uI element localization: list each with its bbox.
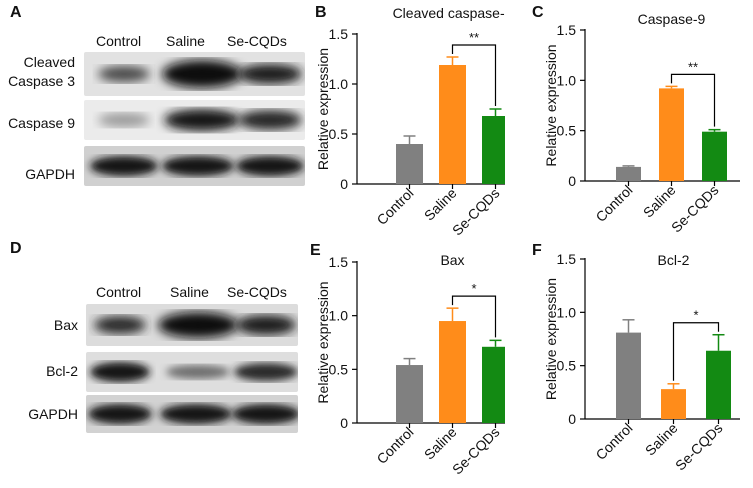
chart-title: Bax — [440, 252, 464, 268]
significance-label: ** — [688, 59, 698, 74]
lane-label-control-d: Control — [96, 284, 142, 300]
panel-letter-b: B — [315, 4, 327, 21]
bar-chart-c: Caspase-9 Relative expression 0 0.5 1.0 1.5 Co… — [543, 11, 740, 236]
y-tick-label: 0 — [340, 176, 348, 192]
lane-label-control: Control — [96, 33, 142, 49]
blot-label-bcl-2: Bcl-2 — [46, 363, 78, 379]
lane-label-se-cqds-d: Se-CQDs — [227, 284, 287, 300]
blot-band-row-bax — [86, 304, 298, 346]
bar-se-cqds — [482, 116, 505, 184]
bar-control — [616, 332, 641, 419]
x-tick-label-se-cqds: Se-CQDs — [672, 420, 726, 474]
significance-bracket — [672, 322, 720, 381]
bar-control — [616, 166, 641, 181]
x-tick-label-saline: Saline — [640, 182, 679, 221]
significance-bracket — [451, 295, 497, 338]
chart-title: Caspase-9 — [638, 11, 706, 27]
x-tick-label-control: Control — [592, 182, 635, 225]
y-tick-label: 1.5 — [329, 26, 349, 42]
lane-label-saline: Saline — [166, 33, 205, 49]
y-tick-label: 1.0 — [329, 308, 349, 324]
y-tick-label: 0.5 — [557, 358, 577, 374]
y-tick-label: 0 — [340, 415, 348, 431]
blot-label-cleaved-caspase-3: Cleaved Caspase 3 — [8, 54, 75, 89]
chart-title: Bcl-2 — [658, 252, 690, 268]
y-tick-label: 1.5 — [329, 254, 349, 270]
blot-band-row-cleaved-caspase-3 — [84, 52, 305, 96]
blot-band-row-gapdh-bottom — [86, 395, 298, 433]
y-tick-label: 0.5 — [329, 126, 349, 142]
y-axis-label: Relative expression — [543, 44, 559, 166]
bar-control — [396, 144, 423, 184]
panel-letter-a: A — [10, 4, 22, 21]
blot-label-bax: Bax — [53, 317, 78, 333]
x-tick-label-control: Control — [373, 185, 416, 228]
significance-label: ** — [469, 30, 479, 45]
blot-label-gapdh-top: GAPDH — [25, 166, 75, 182]
significance-label: * — [471, 281, 476, 296]
panel-letter-f: F — [532, 242, 542, 259]
x-tick-label-se-cqds: Se-CQDs — [449, 424, 503, 478]
x-tick-label-saline: Saline — [421, 185, 460, 224]
y-tick-label: 0 — [568, 411, 576, 427]
y-axis-label: Relative expression — [543, 278, 559, 400]
x-tick-label-se-cqds: Se-CQDs — [449, 185, 503, 239]
bar-chart-f: Bcl-2 Relative expression 0 0.5 1.0 1.5 Contro… — [543, 251, 740, 474]
y-tick-label: 1.0 — [557, 304, 577, 320]
significance-bracket — [451, 44, 497, 106]
x-tick-label-saline: Saline — [642, 420, 681, 459]
x-tick-label-se-cqds: Se-CQDs — [668, 182, 722, 236]
y-tick-label: 0.5 — [557, 123, 577, 139]
y-tick-label: 1.5 — [557, 22, 577, 38]
blot-band-row-gapdh-top — [84, 146, 305, 186]
bar-saline — [439, 65, 466, 184]
y-tick-label: 0.5 — [329, 361, 349, 377]
chart-title: Cleaved caspase-3 — [393, 5, 505, 21]
y-tick-label: 1.5 — [557, 251, 577, 267]
y-tick-label: 1.0 — [329, 76, 349, 92]
x-tick-label-control: Control — [373, 424, 416, 467]
bar-se-cqds — [702, 131, 727, 181]
lane-label-se-cqds: Se-CQDs — [227, 33, 287, 49]
lane-label-saline-d: Saline — [170, 284, 209, 300]
bar-control — [396, 365, 423, 423]
blot-band-row-caspase-9 — [84, 100, 305, 140]
significance-bracket — [670, 73, 716, 127]
panel-letter-c: C — [532, 4, 544, 21]
x-tick-label-control: Control — [592, 420, 635, 463]
bar-saline — [661, 389, 686, 419]
bar-saline — [439, 321, 466, 423]
y-axis-label: Relative expression — [315, 281, 331, 403]
blot-band-row-bcl-2 — [86, 352, 298, 392]
bar-se-cqds — [482, 346, 505, 423]
significance-label: * — [693, 308, 698, 323]
x-tick-label-saline: Saline — [421, 424, 460, 463]
panel-letter-d: D — [10, 240, 22, 257]
panel-letter-e: E — [310, 242, 321, 259]
y-tick-label: 0 — [568, 173, 576, 189]
blot-label-gapdh-bottom: GAPDH — [28, 406, 78, 422]
y-tick-label: 1.0 — [557, 72, 577, 88]
y-axis-label: Relative expression — [315, 48, 331, 170]
blot-label-caspase-9: Caspase 9 — [8, 115, 75, 131]
bar-chart-b: Cleaved caspase-3 Relative expression 0 0.5… — [315, 5, 505, 239]
bar-se-cqds — [706, 350, 731, 419]
bar-saline — [659, 88, 684, 181]
